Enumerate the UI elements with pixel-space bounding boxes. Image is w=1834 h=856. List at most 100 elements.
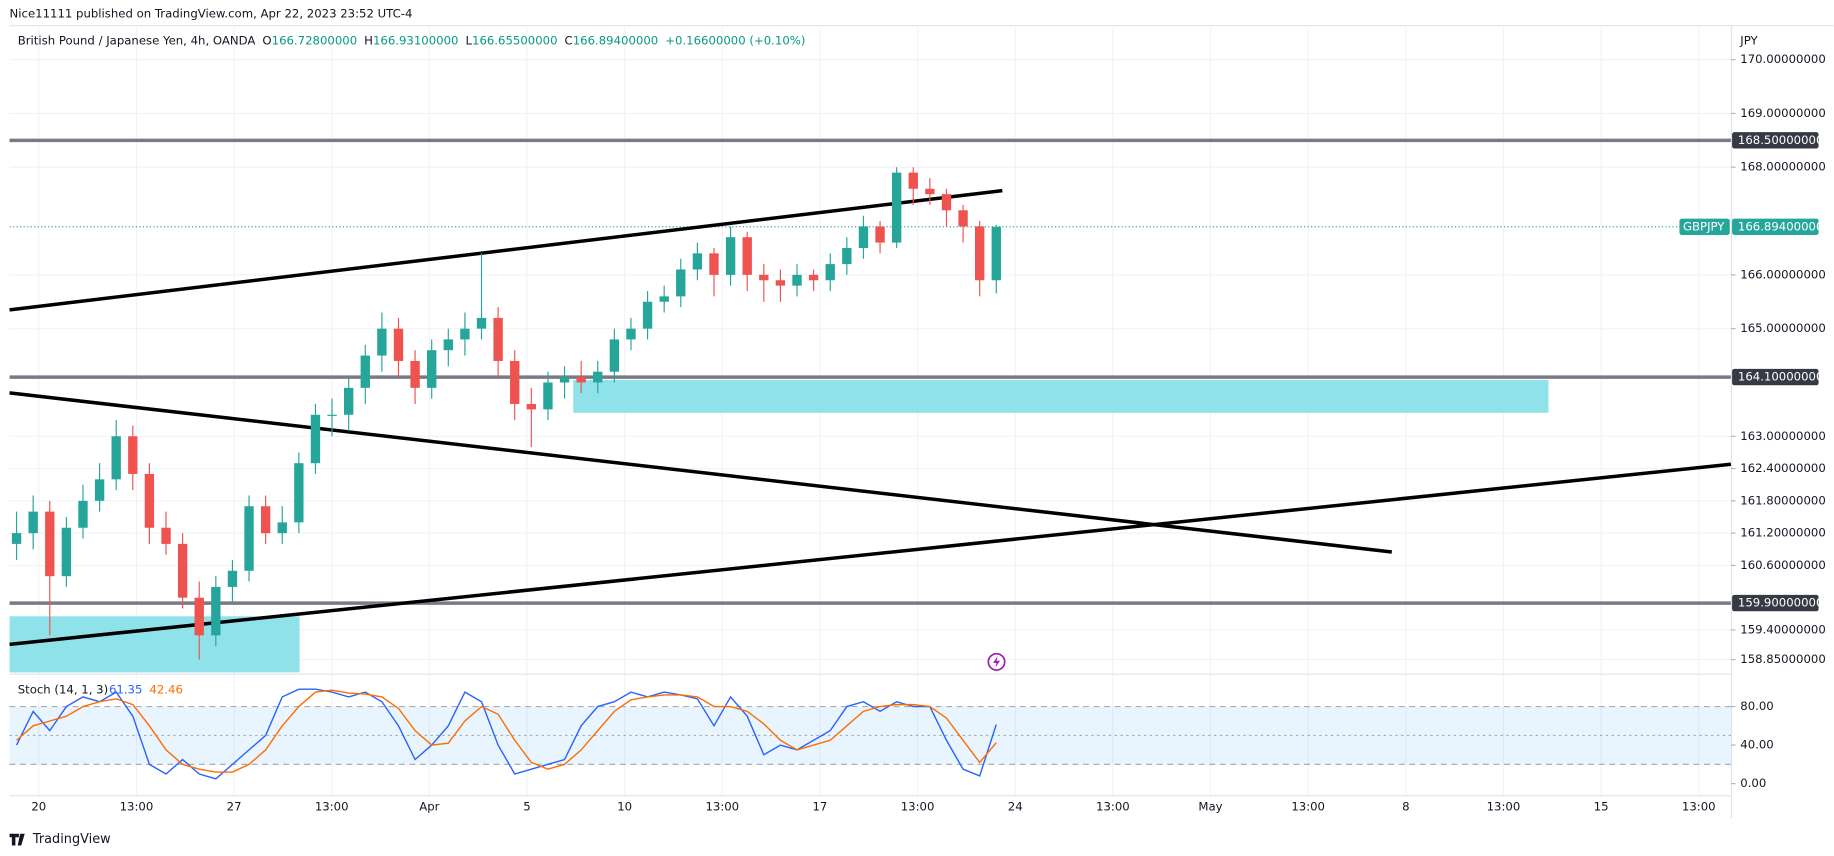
tv-logo (9, 833, 25, 846)
candle-body (443, 339, 453, 351)
x-tick-label: 13:00 (1487, 799, 1521, 813)
y-tick-label: 165.00000000 (1740, 321, 1826, 335)
published-line: Nice11111 published on TradingView.com, … (10, 7, 413, 21)
candle-body (543, 382, 553, 410)
candle-body (227, 570, 238, 587)
candle-body (327, 414, 337, 416)
candle-body (144, 473, 155, 528)
x-tick-label: 13:00 (120, 799, 154, 813)
candle-body (808, 274, 819, 281)
candle-body (211, 586, 221, 636)
stoch-tick-label: 0.00 (1740, 776, 1766, 790)
x-tick-label: 13:00 (1682, 799, 1716, 813)
candle-body (460, 328, 470, 340)
candle-body (161, 527, 171, 544)
x-tick-label: 17 (813, 799, 828, 813)
candle-body (526, 403, 537, 410)
stoch-line (16, 689, 997, 773)
candle-body (792, 274, 802, 286)
y-tick-label: 161.20000000 (1740, 526, 1826, 540)
ohlc-value: 166.65500000 (472, 33, 558, 47)
candles (11, 167, 1001, 660)
level-label: 168.50000000 (1738, 133, 1824, 147)
last-price-bg (1732, 218, 1819, 235)
candle-body (642, 301, 653, 329)
candle-body (343, 387, 354, 415)
legend: British Pound / Japanese Yen, 4h, OANDA O… (18, 33, 806, 47)
last-name-bg (1679, 218, 1730, 235)
level-label-bg (1732, 132, 1819, 149)
candle-body (393, 328, 404, 361)
stoch-title: Stoch (14, 1, 3) (18, 682, 108, 696)
candle-body (310, 414, 321, 464)
x-tick-label: 24 (1008, 799, 1023, 813)
stoch-tick-label: 40.00 (1740, 738, 1773, 752)
candle-body (742, 237, 752, 275)
y-tick-label: 169.00000000 (1740, 106, 1826, 120)
candle-body (609, 339, 620, 372)
x-tick-label: 13:00 (705, 799, 739, 813)
event-icon[interactable] (987, 652, 1006, 671)
level-label-bg (1732, 594, 1819, 612)
trend-line (9, 462, 1732, 647)
candle-body (493, 317, 503, 361)
candle-body (576, 377, 586, 383)
symbol: British Pound / Japanese Yen, 4h, OANDA (18, 33, 256, 47)
y-tick-label: 160.60000000 (1740, 558, 1826, 572)
level-label-bg (1732, 368, 1819, 386)
candle-body (111, 436, 121, 480)
ohlc-value: 166.72800000 (272, 33, 358, 47)
candle-body (78, 500, 88, 528)
candle-body (194, 597, 204, 636)
x-tick-label: 13:00 (1291, 799, 1325, 813)
stoch-pane: Stoch (14, 1, 3) 61.35 42.46 (9, 682, 1731, 780)
candle-body (476, 317, 487, 329)
candle-body (260, 506, 271, 534)
ohlc-value: 166.93100000 (373, 33, 459, 47)
candle-body (410, 360, 420, 388)
candle-body (775, 280, 786, 286)
x-tick-label: 27 (227, 799, 242, 813)
y-tick-label: 158.85000000 (1740, 652, 1826, 666)
x-tick-label: 15 (1594, 799, 1609, 813)
candle-body (925, 188, 935, 195)
ohlc-value: 166.89400000 (573, 33, 659, 47)
x-tick-label: May (1198, 799, 1222, 813)
candle-body (28, 511, 38, 534)
candle-body (244, 506, 254, 571)
candle-body (177, 543, 188, 598)
x-tick-label: 13:00 (901, 799, 935, 813)
candle-body (725, 237, 736, 275)
candle-body (908, 172, 918, 189)
y-tick-label: 163.00000000 (1740, 429, 1826, 443)
candle-body (825, 264, 835, 281)
stoch-value: 42.46 (149, 682, 182, 696)
y-tick-label: 159.40000000 (1740, 622, 1826, 636)
candle-body (294, 463, 304, 523)
candle-body (559, 377, 570, 383)
currency-label: JPY (1739, 33, 1758, 47)
last-price-label: 166.89400000 (1738, 219, 1824, 233)
candle-body (45, 511, 55, 577)
level-label: 164.10000000 (1738, 370, 1824, 384)
candle-body (692, 253, 703, 270)
y-tick-label: 168.00000000 (1740, 160, 1826, 174)
x-tick-label: 13:00 (1096, 799, 1130, 813)
candle-body (676, 269, 686, 297)
candle-body (759, 274, 769, 281)
footer-brand: TradingView (32, 832, 111, 847)
event-icon-bolt (993, 656, 1001, 668)
trend-line (9, 188, 1003, 312)
candle-body (128, 436, 138, 474)
ohlc-key: H (364, 33, 373, 47)
candle-body (842, 247, 852, 265)
candle-body (709, 253, 719, 275)
candle-body (991, 226, 1001, 281)
zone (9, 616, 300, 673)
ohlc-key: C (565, 33, 573, 47)
candle-body (94, 479, 105, 501)
level-label: 159.90000000 (1738, 596, 1824, 610)
x-tick-label: 20 (31, 799, 46, 813)
